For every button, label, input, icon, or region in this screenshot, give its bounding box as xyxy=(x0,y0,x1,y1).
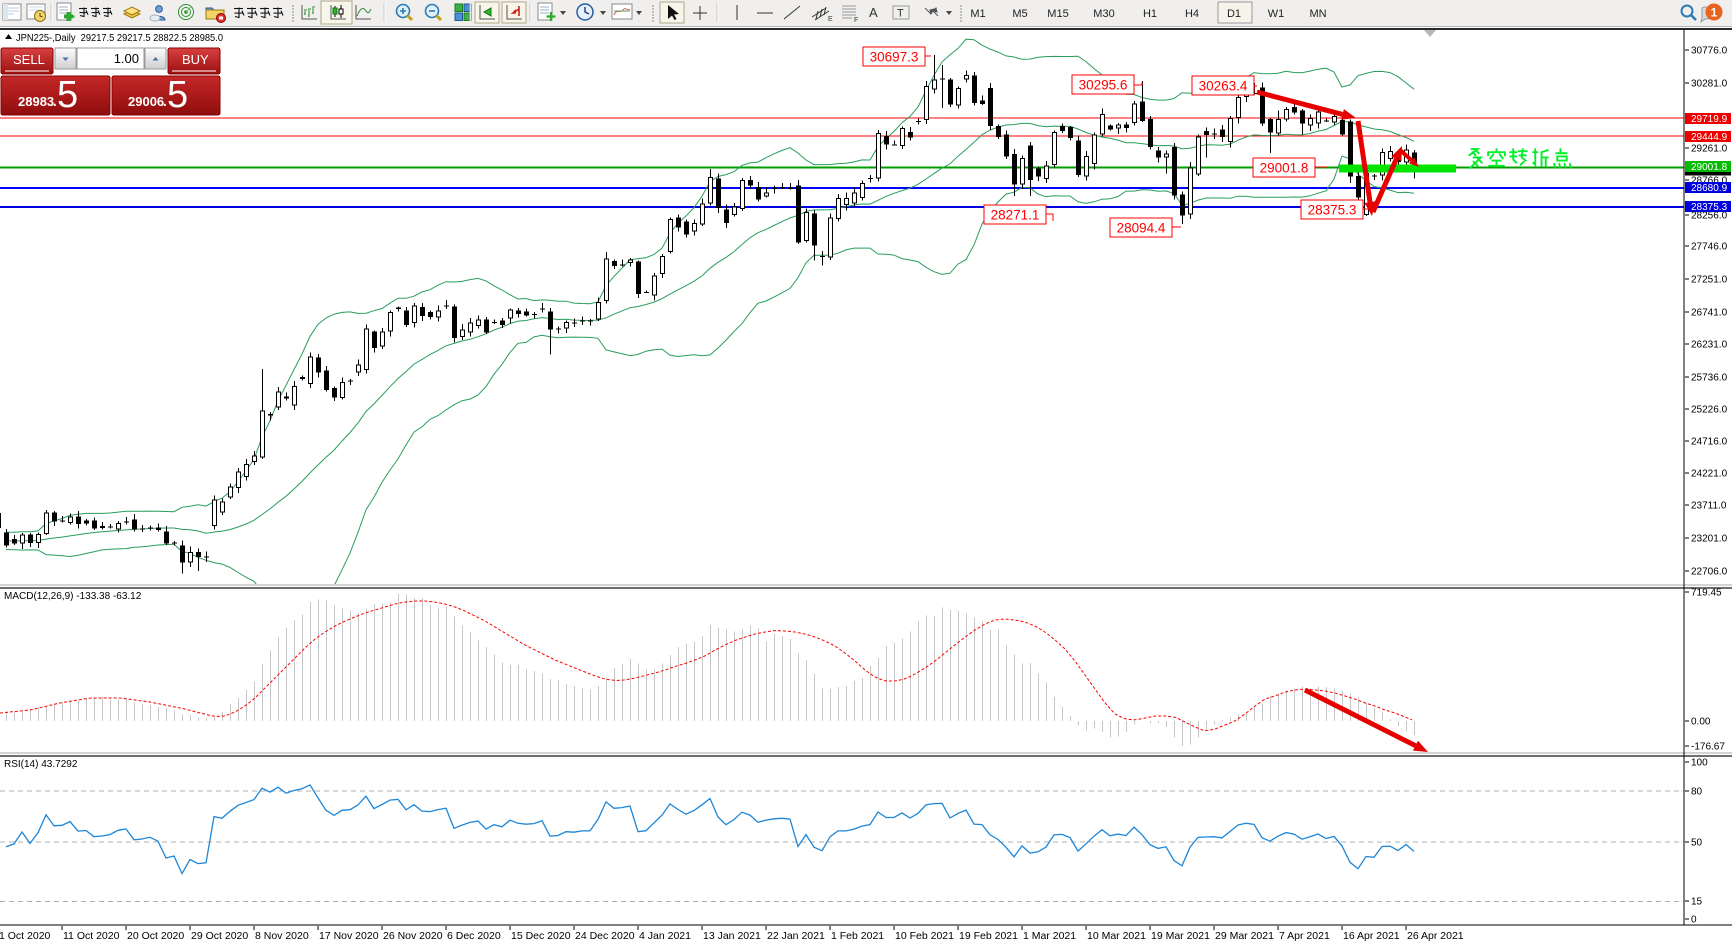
svg-text:29719.9: 29719.9 xyxy=(1691,114,1728,125)
svg-text:26741.0: 26741.0 xyxy=(1691,308,1728,319)
svg-text:22706.0: 22706.0 xyxy=(1691,567,1728,578)
svg-text:1 Oct 2020: 1 Oct 2020 xyxy=(0,930,51,942)
svg-text:24 Dec 2020: 24 Dec 2020 xyxy=(575,930,635,942)
svg-text:T: T xyxy=(897,8,904,20)
svg-text:28094.4: 28094.4 xyxy=(1117,221,1166,236)
svg-text:26 Nov 2020: 26 Nov 2020 xyxy=(383,930,443,942)
svg-text:-176.67: -176.67 xyxy=(1691,742,1725,753)
svg-text:24221.0: 24221.0 xyxy=(1691,469,1728,480)
svg-text:30263.4: 30263.4 xyxy=(1199,79,1248,94)
svg-text:MACD(12,26,9) -133.38 -63.12: MACD(12,26,9) -133.38 -63.12 xyxy=(4,591,142,602)
svg-text:25226.0: 25226.0 xyxy=(1691,405,1728,416)
svg-text:1.00: 1.00 xyxy=(114,51,139,66)
svg-text:19 Mar 2021: 19 Mar 2021 xyxy=(1151,930,1210,942)
svg-text:5: 5 xyxy=(57,74,78,116)
svg-text:1: 1 xyxy=(1711,6,1718,20)
svg-text:10 Feb 2021: 10 Feb 2021 xyxy=(895,930,954,942)
svg-text:23201.0: 23201.0 xyxy=(1691,534,1728,545)
svg-text:E: E xyxy=(828,16,833,23)
svg-text:BUY: BUY xyxy=(182,52,209,67)
svg-text:1 Mar 2021: 1 Mar 2021 xyxy=(1023,930,1076,942)
svg-text:1 Feb 2021: 1 Feb 2021 xyxy=(831,930,884,942)
svg-text:15: 15 xyxy=(1691,897,1703,908)
svg-text:0.00: 0.00 xyxy=(1691,717,1711,728)
svg-text:28680.9: 28680.9 xyxy=(1691,183,1728,194)
svg-text:28375.3: 28375.3 xyxy=(1691,202,1728,213)
svg-text:29 Mar 2021: 29 Mar 2021 xyxy=(1215,930,1274,942)
svg-text:4 Jan 2021: 4 Jan 2021 xyxy=(639,930,691,942)
svg-text:29001.8: 29001.8 xyxy=(1260,161,1309,176)
svg-text:26 Apr 2021: 26 Apr 2021 xyxy=(1407,930,1464,942)
svg-text:100: 100 xyxy=(1691,758,1708,769)
svg-text:29261.0: 29261.0 xyxy=(1691,144,1728,155)
svg-text:29006: 29006 xyxy=(128,94,164,109)
svg-text:25736.0: 25736.0 xyxy=(1691,373,1728,384)
svg-text:719.45: 719.45 xyxy=(1691,588,1722,599)
svg-text:28983: 28983 xyxy=(18,94,54,109)
svg-text:H4: H4 xyxy=(1185,8,1199,20)
svg-text:80: 80 xyxy=(1691,787,1703,798)
svg-text:15 Dec 2020: 15 Dec 2020 xyxy=(511,930,571,942)
svg-text:27746.0: 27746.0 xyxy=(1691,242,1728,253)
svg-text:30281.0: 30281.0 xyxy=(1691,79,1728,90)
svg-text:22 Jan 2021: 22 Jan 2021 xyxy=(767,930,825,942)
svg-text:50: 50 xyxy=(1691,838,1703,849)
svg-text:27251.0: 27251.0 xyxy=(1691,275,1728,286)
svg-text:W1: W1 xyxy=(1268,8,1285,20)
svg-text:13 Jan 2021: 13 Jan 2021 xyxy=(703,930,761,942)
svg-text:RSI(14) 43.7292: RSI(14) 43.7292 xyxy=(4,759,78,770)
svg-text:M30: M30 xyxy=(1093,8,1114,20)
svg-text:MN: MN xyxy=(1309,8,1326,20)
svg-text:H1: H1 xyxy=(1143,8,1157,20)
svg-text:28271.1: 28271.1 xyxy=(991,208,1040,223)
svg-text:19 Feb 2021: 19 Feb 2021 xyxy=(959,930,1018,942)
svg-text:D1: D1 xyxy=(1227,8,1241,20)
svg-text:30776.0: 30776.0 xyxy=(1691,46,1728,57)
svg-text:8 Nov 2020: 8 Nov 2020 xyxy=(255,930,309,942)
svg-text:M5: M5 xyxy=(1012,8,1027,20)
svg-text:M15: M15 xyxy=(1047,8,1068,20)
svg-text:F: F xyxy=(854,17,858,24)
svg-text:30295.6: 30295.6 xyxy=(1079,78,1128,93)
svg-text:17 Nov 2020: 17 Nov 2020 xyxy=(319,930,379,942)
svg-text:JPN225-,Daily 29217.5 29217.5: JPN225-,Daily 29217.5 29217.5 28822.5 28… xyxy=(16,32,223,44)
svg-text:24716.0: 24716.0 xyxy=(1691,437,1728,448)
svg-text:30697.3: 30697.3 xyxy=(870,50,919,65)
svg-text:28375.3: 28375.3 xyxy=(1308,203,1357,218)
svg-text:SELL: SELL xyxy=(13,52,45,67)
svg-text:7 Apr 2021: 7 Apr 2021 xyxy=(1279,930,1330,942)
svg-text:29 Oct 2020: 29 Oct 2020 xyxy=(191,930,248,942)
svg-text:10 Mar 2021: 10 Mar 2021 xyxy=(1087,930,1146,942)
svg-text:29001.8: 29001.8 xyxy=(1691,162,1728,173)
svg-text:16 Apr 2021: 16 Apr 2021 xyxy=(1343,930,1400,942)
svg-text:20 Oct 2020: 20 Oct 2020 xyxy=(127,930,184,942)
svg-text:23711.0: 23711.0 xyxy=(1691,501,1727,512)
svg-text:M1: M1 xyxy=(970,8,985,20)
svg-text:0: 0 xyxy=(1691,915,1697,926)
svg-text:6 Dec 2020: 6 Dec 2020 xyxy=(447,930,501,942)
svg-text:A: A xyxy=(869,5,878,20)
svg-text:11 Oct 2020: 11 Oct 2020 xyxy=(63,930,120,942)
svg-text:26231.0: 26231.0 xyxy=(1691,340,1728,351)
svg-text:29444.9: 29444.9 xyxy=(1691,132,1728,143)
svg-text:5: 5 xyxy=(167,74,188,116)
